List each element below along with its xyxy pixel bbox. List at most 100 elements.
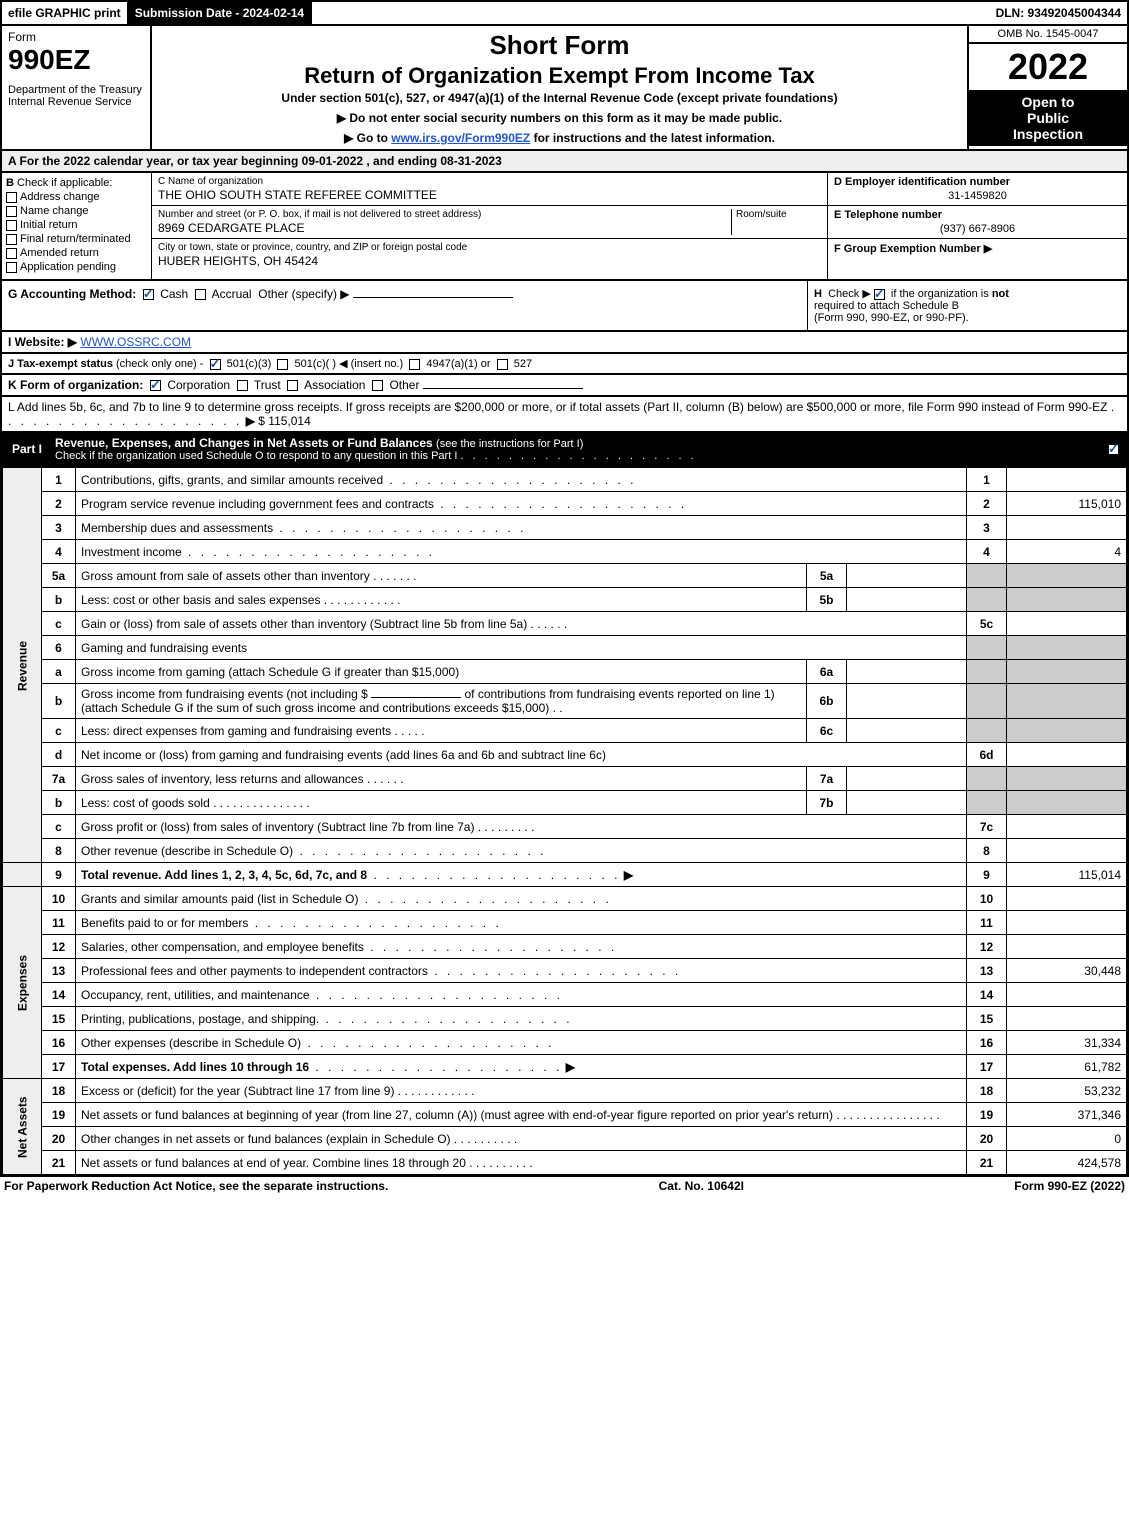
l12-num: 12 <box>42 935 76 959</box>
part1-label: Part I <box>2 439 52 459</box>
section-b-checkboxes: B Check if applicable: Address change Na… <box>2 173 152 279</box>
footer-right-pre: Form <box>1014 1179 1047 1193</box>
k-other-line[interactable] <box>423 388 583 389</box>
l18-num: 18 <box>42 1079 76 1103</box>
lbl-accrual: Accrual <box>212 287 252 301</box>
website-link[interactable]: WWW.OSSRC.COM <box>80 335 191 349</box>
cb-527[interactable] <box>497 359 508 370</box>
l5b-subval <box>847 588 967 612</box>
cb-amended-return[interactable] <box>6 248 17 259</box>
l6a-ref-gray <box>967 660 1007 684</box>
cb-association[interactable] <box>287 380 298 391</box>
lbl-4947a1: 4947(a)(1) or <box>426 358 490 370</box>
lbl-name-change: Name change <box>20 205 89 217</box>
section-def: D Employer identification number 31-1459… <box>827 173 1127 279</box>
l5a-num: 5a <box>42 564 76 588</box>
line-5a: 5a Gross amount from sale of assets othe… <box>3 564 1127 588</box>
l6b-sub: 6b <box>807 684 847 719</box>
l3-ref: 3 <box>967 516 1007 540</box>
part1-title: Revenue, Expenses, and Changes in Net As… <box>52 433 1103 465</box>
cb-4947a1[interactable] <box>409 359 420 370</box>
l6c-sub: 6c <box>807 719 847 743</box>
l8-desc: Other revenue (describe in Schedule O) <box>81 844 293 858</box>
cb-501c[interactable] <box>277 359 288 370</box>
under-section-note: Under section 501(c), 527, or 4947(a)(1)… <box>160 91 959 105</box>
l7a-desc: Gross sales of inventory, less returns a… <box>81 772 364 786</box>
l20-num: 20 <box>42 1127 76 1151</box>
cb-cash[interactable] <box>143 289 154 300</box>
line-14: 14 Occupancy, rent, utilities, and maint… <box>3 983 1127 1007</box>
dept-treasury: Department of the Treasury <box>8 84 144 96</box>
lbl-527: 527 <box>514 358 532 370</box>
cb-address-change[interactable] <box>6 192 17 203</box>
cb-schedule-b-not-required[interactable] <box>874 289 885 300</box>
cb-final-return[interactable] <box>6 234 17 245</box>
l14-val <box>1007 983 1127 1007</box>
cb-application-pending[interactable] <box>6 262 17 273</box>
d-ein-value: 31-1459820 <box>834 190 1121 202</box>
cb-trust[interactable] <box>237 380 248 391</box>
form-header: Form 990EZ Department of the Treasury In… <box>0 26 1129 151</box>
part1-title-text: Revenue, Expenses, and Changes in Net As… <box>55 436 433 450</box>
part1-dots: . . . . . . . . . . . . . . . . . . . . <box>460 450 696 462</box>
h-check-text: Check ▶ <box>828 288 871 300</box>
omb-number: OMB No. 1545-0047 <box>969 26 1127 44</box>
footer-cat-no: Cat. No. 10642I <box>659 1179 744 1193</box>
line-7b: b Less: cost of goods sold . . . . . . .… <box>3 791 1127 815</box>
l12-dots: . . . . . . . . . . . . . . . . . . . . <box>364 940 617 954</box>
cb-501c3[interactable] <box>210 359 221 370</box>
lbl-501c3: 501(c)(3) <box>227 358 272 370</box>
cb-k-other[interactable] <box>372 380 383 391</box>
form-number: 990EZ <box>8 44 144 76</box>
cb-accrual[interactable] <box>195 289 206 300</box>
l6b-blank[interactable] <box>371 697 461 698</box>
form-word: Form <box>8 30 144 44</box>
line-4: 4 Investment income . . . . . . . . . . … <box>3 540 1127 564</box>
l14-ref: 14 <box>967 983 1007 1007</box>
l2-desc: Program service revenue including govern… <box>81 497 434 511</box>
l13-dots: . . . . . . . . . . . . . . . . . . . . <box>428 964 681 978</box>
l17-arrow: ▶ <box>566 1060 575 1074</box>
l5b-val-gray <box>1007 588 1127 612</box>
line-17: 17 Total expenses. Add lines 10 through … <box>3 1055 1127 1079</box>
d-ein-label: D Employer identification number <box>834 176 1121 188</box>
l8-dots: . . . . . . . . . . . . . . . . . . . . <box>293 844 546 858</box>
l18-ref: 18 <box>967 1079 1007 1103</box>
other-specify-line[interactable] <box>353 297 513 298</box>
line-9: 9 Total revenue. Add lines 1, 2, 3, 4, 5… <box>3 863 1127 887</box>
l13-num: 13 <box>42 959 76 983</box>
l6a-sub: 6a <box>807 660 847 684</box>
l4-dots: . . . . . . . . . . . . . . . . . . . . <box>182 545 435 559</box>
l6d-desc: Net income or (loss) from gaming and fun… <box>76 743 967 767</box>
cb-schedule-o-used[interactable] <box>1108 444 1119 455</box>
line-6c: c Less: direct expenses from gaming and … <box>3 719 1127 743</box>
l16-ref: 16 <box>967 1031 1007 1055</box>
cb-name-change[interactable] <box>6 206 17 217</box>
l1-ref: 1 <box>967 468 1007 492</box>
side-blank-9 <box>3 863 42 887</box>
efile-print-label[interactable]: efile GRAPHIC print <box>2 2 129 24</box>
l18-val: 53,232 <box>1007 1079 1127 1103</box>
l4-num: 4 <box>42 540 76 564</box>
l6a-desc: Gross income from gaming (attach Schedul… <box>76 660 807 684</box>
row-g-h: G Accounting Method: Cash Accrual Other … <box>0 281 1129 332</box>
l11-ref: 11 <box>967 911 1007 935</box>
line-21: 21 Net assets or fund balances at end of… <box>3 1151 1127 1175</box>
org-street: 8969 CEDARGATE PLACE <box>158 221 731 235</box>
l10-desc: Grants and similar amounts paid (list in… <box>81 892 358 906</box>
line-6a: a Gross income from gaming (attach Sched… <box>3 660 1127 684</box>
submission-date-label: Submission Date - 2024-02-14 <box>129 2 312 24</box>
h-not: not <box>992 288 1009 300</box>
l9-num: 9 <box>42 863 76 887</box>
irs-link[interactable]: www.irs.gov/Form990EZ <box>391 131 530 145</box>
goto-pre: ▶ Go to <box>344 131 391 145</box>
line-18: Net Assets 18 Excess or (deficit) for th… <box>3 1079 1127 1103</box>
line-8: 8 Other revenue (describe in Schedule O)… <box>3 839 1127 863</box>
l-amount: $ 115,014 <box>258 414 311 428</box>
l7c-val <box>1007 815 1127 839</box>
l5b-sub: 5b <box>807 588 847 612</box>
cb-corporation[interactable] <box>150 380 161 391</box>
cb-initial-return[interactable] <box>6 220 17 231</box>
l7a-ref-gray <box>967 767 1007 791</box>
l7b-sub: 7b <box>807 791 847 815</box>
